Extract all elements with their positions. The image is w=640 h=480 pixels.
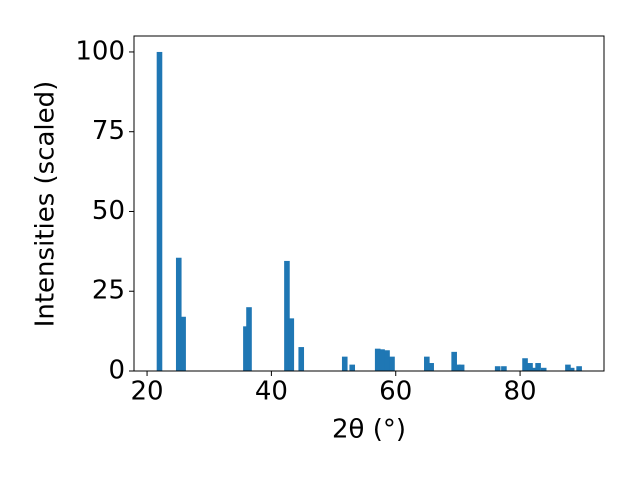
bar	[527, 363, 533, 371]
x-axis-label: 2θ (°)	[332, 415, 406, 445]
x-tick-label: 20	[131, 377, 164, 407]
plot-frame	[133, 35, 605, 372]
bar	[284, 260, 290, 371]
bar	[565, 364, 571, 371]
bar	[243, 326, 249, 371]
bar	[540, 367, 547, 371]
y-tick-label: 0	[108, 356, 125, 386]
y-tick-label: 25	[92, 276, 125, 306]
bar	[341, 356, 348, 371]
bar	[246, 307, 252, 371]
bar	[451, 351, 457, 371]
bar	[455, 364, 461, 371]
bar	[576, 366, 582, 371]
bar	[389, 356, 395, 371]
bar	[156, 51, 163, 371]
bar	[494, 366, 501, 371]
bar	[384, 350, 390, 371]
y-tick-label: 50	[92, 196, 125, 226]
bar	[535, 363, 541, 371]
bar	[424, 356, 430, 371]
bar	[175, 257, 182, 371]
bar	[298, 347, 305, 371]
y-axis-label: Intensities (scaled)	[31, 81, 61, 328]
bar	[180, 316, 186, 371]
bar	[288, 318, 295, 371]
x-tick-label: 40	[255, 377, 288, 407]
bar	[458, 364, 465, 371]
bar	[374, 348, 381, 371]
bar	[501, 366, 507, 371]
bar	[428, 363, 434, 371]
bar	[522, 358, 528, 371]
bar	[530, 367, 537, 371]
bar	[379, 349, 385, 371]
x-tick-label: 60	[379, 377, 412, 407]
x-tick-label: 80	[504, 377, 537, 407]
y-tick-label: 75	[92, 116, 125, 146]
y-tick-label: 100	[75, 36, 125, 66]
bar	[568, 367, 575, 371]
bar	[349, 364, 356, 371]
